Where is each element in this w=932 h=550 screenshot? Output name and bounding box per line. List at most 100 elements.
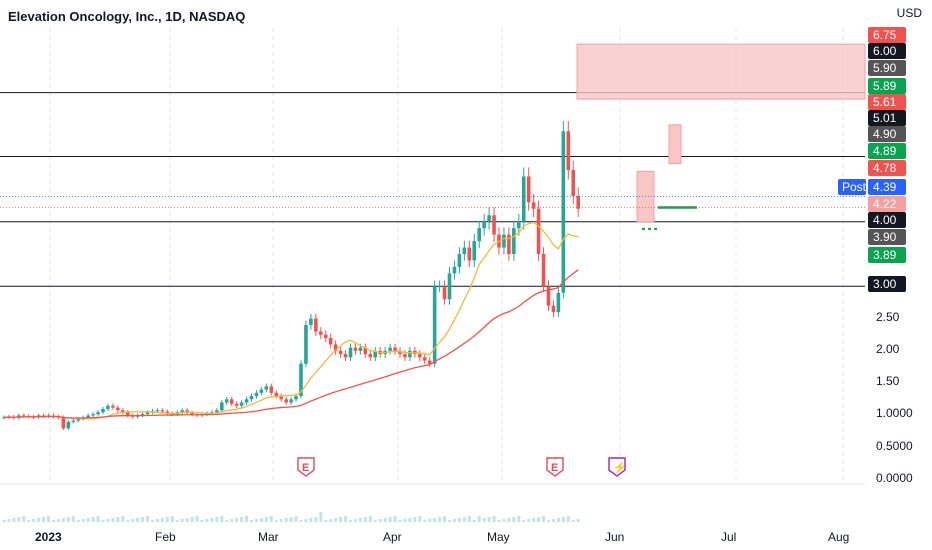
- event-marker-label: E: [302, 462, 309, 474]
- volume-bar: [566, 516, 570, 522]
- volume-bar: [413, 517, 417, 522]
- price-tag-label: 4.89: [873, 144, 897, 158]
- candle-body: [259, 389, 264, 393]
- candle-body: [447, 273, 452, 300]
- volume-bar: [160, 518, 164, 522]
- candle-body: [408, 350, 412, 358]
- volume-bar: [334, 518, 338, 522]
- candle-body: [521, 176, 526, 222]
- candle-body: [536, 208, 541, 254]
- volume-bar: [314, 517, 318, 522]
- price-tag: 4.89: [868, 143, 906, 159]
- event-marker-label: E: [551, 462, 558, 474]
- volume-bar: [111, 518, 115, 522]
- x-tick-label: Jun: [605, 530, 624, 544]
- x-tick-label: 2023: [35, 530, 62, 544]
- candle-body: [269, 386, 274, 393]
- candle-body: [353, 347, 358, 351]
- supply-zone: [576, 43, 866, 100]
- price-tag-label: 5.89: [873, 79, 897, 93]
- volume-bar: [393, 516, 397, 522]
- volume-bar: [230, 519, 234, 522]
- event-marker: [297, 457, 315, 477]
- price-tag-label: 3.90: [873, 230, 897, 244]
- price-tag-label: 3.00: [873, 277, 897, 291]
- volume-bar: [319, 512, 323, 522]
- price-tag: 4.00: [868, 212, 906, 228]
- candle-body: [314, 318, 318, 332]
- event-marker-label: ⚡: [613, 461, 627, 474]
- price-tag: 6.75: [868, 27, 906, 43]
- volume-bar: [507, 518, 511, 522]
- candle-body: [116, 407, 120, 411]
- price-tag-bg: [868, 276, 906, 292]
- y-tick-label: 1.50: [876, 374, 900, 388]
- volume-bar: [537, 517, 541, 522]
- candle-body: [56, 416, 61, 418]
- candle-body: [531, 202, 536, 209]
- candle-body: [368, 354, 373, 358]
- volume-bar: [433, 518, 437, 522]
- price-tag-label: 4.78: [873, 161, 897, 175]
- candle-body: [388, 347, 392, 351]
- candle-body: [393, 347, 397, 351]
- candle-body: [551, 305, 556, 313]
- candle-body: [76, 418, 81, 421]
- volume-bar: [7, 519, 11, 522]
- volume-bar: [200, 520, 204, 522]
- chart-title: Elevation Oncology, Inc., 1D, NASDAQ: [8, 9, 246, 24]
- candle-body: [556, 292, 561, 313]
- price-tag-label: 6.00: [873, 44, 897, 58]
- price-tag: 4.39: [868, 179, 906, 195]
- price-tag-bg: [868, 27, 906, 43]
- candle-body: [546, 286, 551, 306]
- volume-bar: [358, 518, 362, 522]
- price-tag-label: 5.90: [873, 61, 897, 75]
- price-tag: 3.00: [868, 276, 906, 292]
- volume-bar: [492, 516, 496, 522]
- volume-bar: [309, 518, 313, 522]
- volume-bar: [274, 520, 278, 522]
- volume-bar: [477, 516, 481, 522]
- candle-body: [482, 221, 486, 229]
- candle-body: [319, 331, 323, 335]
- candle-body: [403, 354, 407, 358]
- ma-slow-line: [3, 269, 579, 419]
- volume-bar: [403, 519, 407, 522]
- volume-bar: [462, 517, 466, 522]
- x-tick-label: Jul: [721, 530, 736, 544]
- volume-bar: [185, 518, 189, 522]
- y-tick-label: 0.5000: [876, 439, 913, 453]
- volume-bar: [373, 520, 377, 522]
- candle-body: [472, 241, 477, 261]
- volume-bar: [47, 516, 51, 522]
- volume-bar: [304, 519, 308, 522]
- candle-body: [299, 363, 303, 397]
- volume-bar: [205, 519, 209, 522]
- volume-bar: [131, 519, 135, 522]
- volume-bar: [264, 517, 268, 522]
- currency-label: USD: [896, 6, 922, 20]
- candle-body: [86, 415, 90, 418]
- volume-bar: [52, 520, 55, 522]
- candle-body: [323, 334, 328, 338]
- price-tag-bg: [868, 160, 906, 176]
- candle-body: [160, 410, 165, 412]
- candle-body: [492, 215, 496, 235]
- x-tick-label: May: [487, 530, 510, 544]
- price-tag-bg: [868, 229, 906, 245]
- candle-body: [61, 417, 66, 429]
- price-tag: 3.90: [868, 229, 906, 245]
- volume-bar: [383, 518, 387, 522]
- price-tag-bg: [868, 143, 906, 159]
- volume-bar: [428, 519, 432, 522]
- candle-body: [91, 414, 95, 416]
- candle-body: [234, 403, 239, 406]
- candle-body: [422, 357, 427, 361]
- volume-bar: [438, 517, 442, 522]
- event-marker: [608, 457, 626, 477]
- volume-bar: [289, 517, 293, 522]
- candle-body: [452, 266, 457, 274]
- volume-bar: [96, 516, 100, 522]
